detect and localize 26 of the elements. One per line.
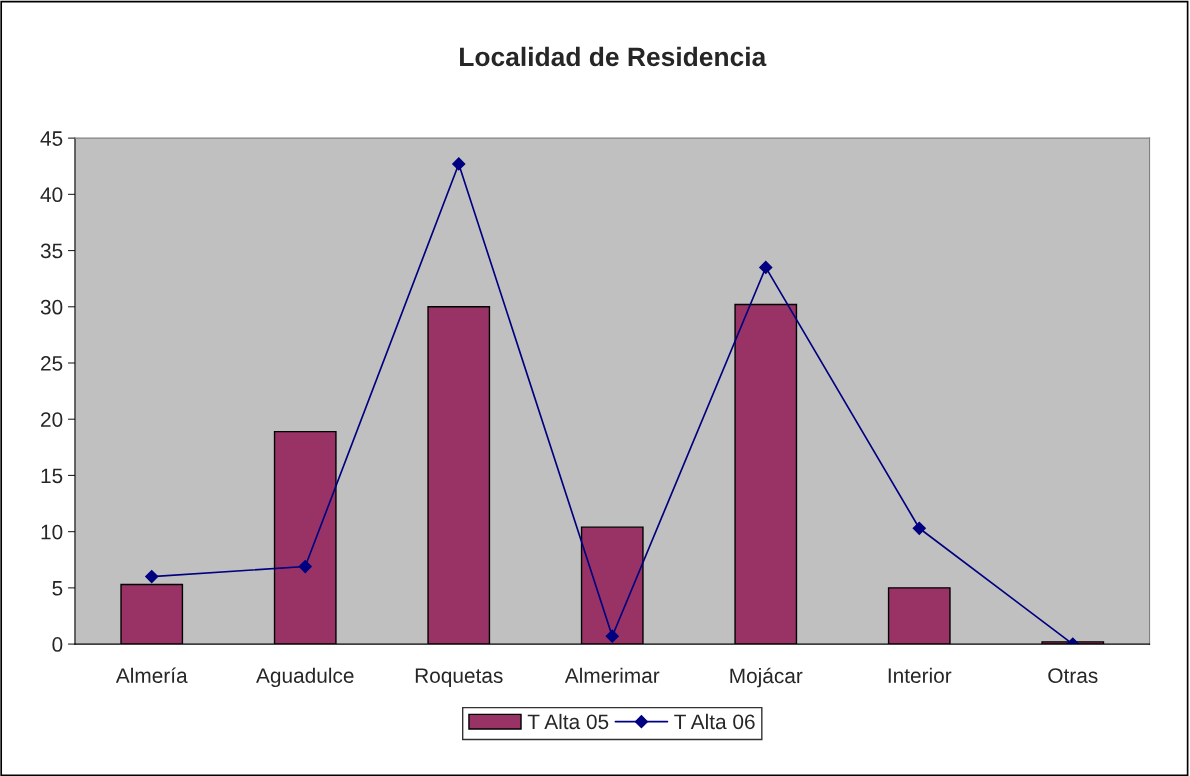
- y-tick-label: 5: [52, 581, 63, 596]
- point: [145, 570, 159, 584]
- x-tick-label: Interior: [888, 667, 952, 683]
- point: [298, 559, 312, 574]
- x-tick-label: Roquetas: [415, 668, 503, 688]
- point: [605, 629, 619, 643]
- y-tick-label: 15: [41, 468, 63, 484]
- legend-label: T Alta 05: [527, 713, 609, 730]
- point: [912, 521, 926, 535]
- legend-label: T Alta 06: [674, 713, 755, 730]
- y-tick-label: 20: [41, 412, 63, 427]
- x-tick-label: Almería: [115, 667, 188, 683]
- y-tick-label: 25: [41, 356, 63, 371]
- x-tick-label: Otras: [1048, 668, 1098, 683]
- y-tick-label: 35: [40, 243, 63, 259]
- point: [759, 260, 773, 275]
- chart-title: Localidad de Residencia: [460, 46, 767, 67]
- y-tick-label: 45: [40, 131, 63, 146]
- x-tick-label: Mojácar: [730, 667, 803, 688]
- x-tick-label: Almerimar: [564, 667, 660, 683]
- y-tick-label: 30: [40, 299, 63, 315]
- y-tick-label: 0: [52, 637, 63, 652]
- y-tick-label: 40: [40, 187, 63, 203]
- x-tick-label: Aguadulce: [256, 667, 354, 688]
- y-tick-label: 10: [41, 524, 63, 540]
- point: [452, 157, 466, 171]
